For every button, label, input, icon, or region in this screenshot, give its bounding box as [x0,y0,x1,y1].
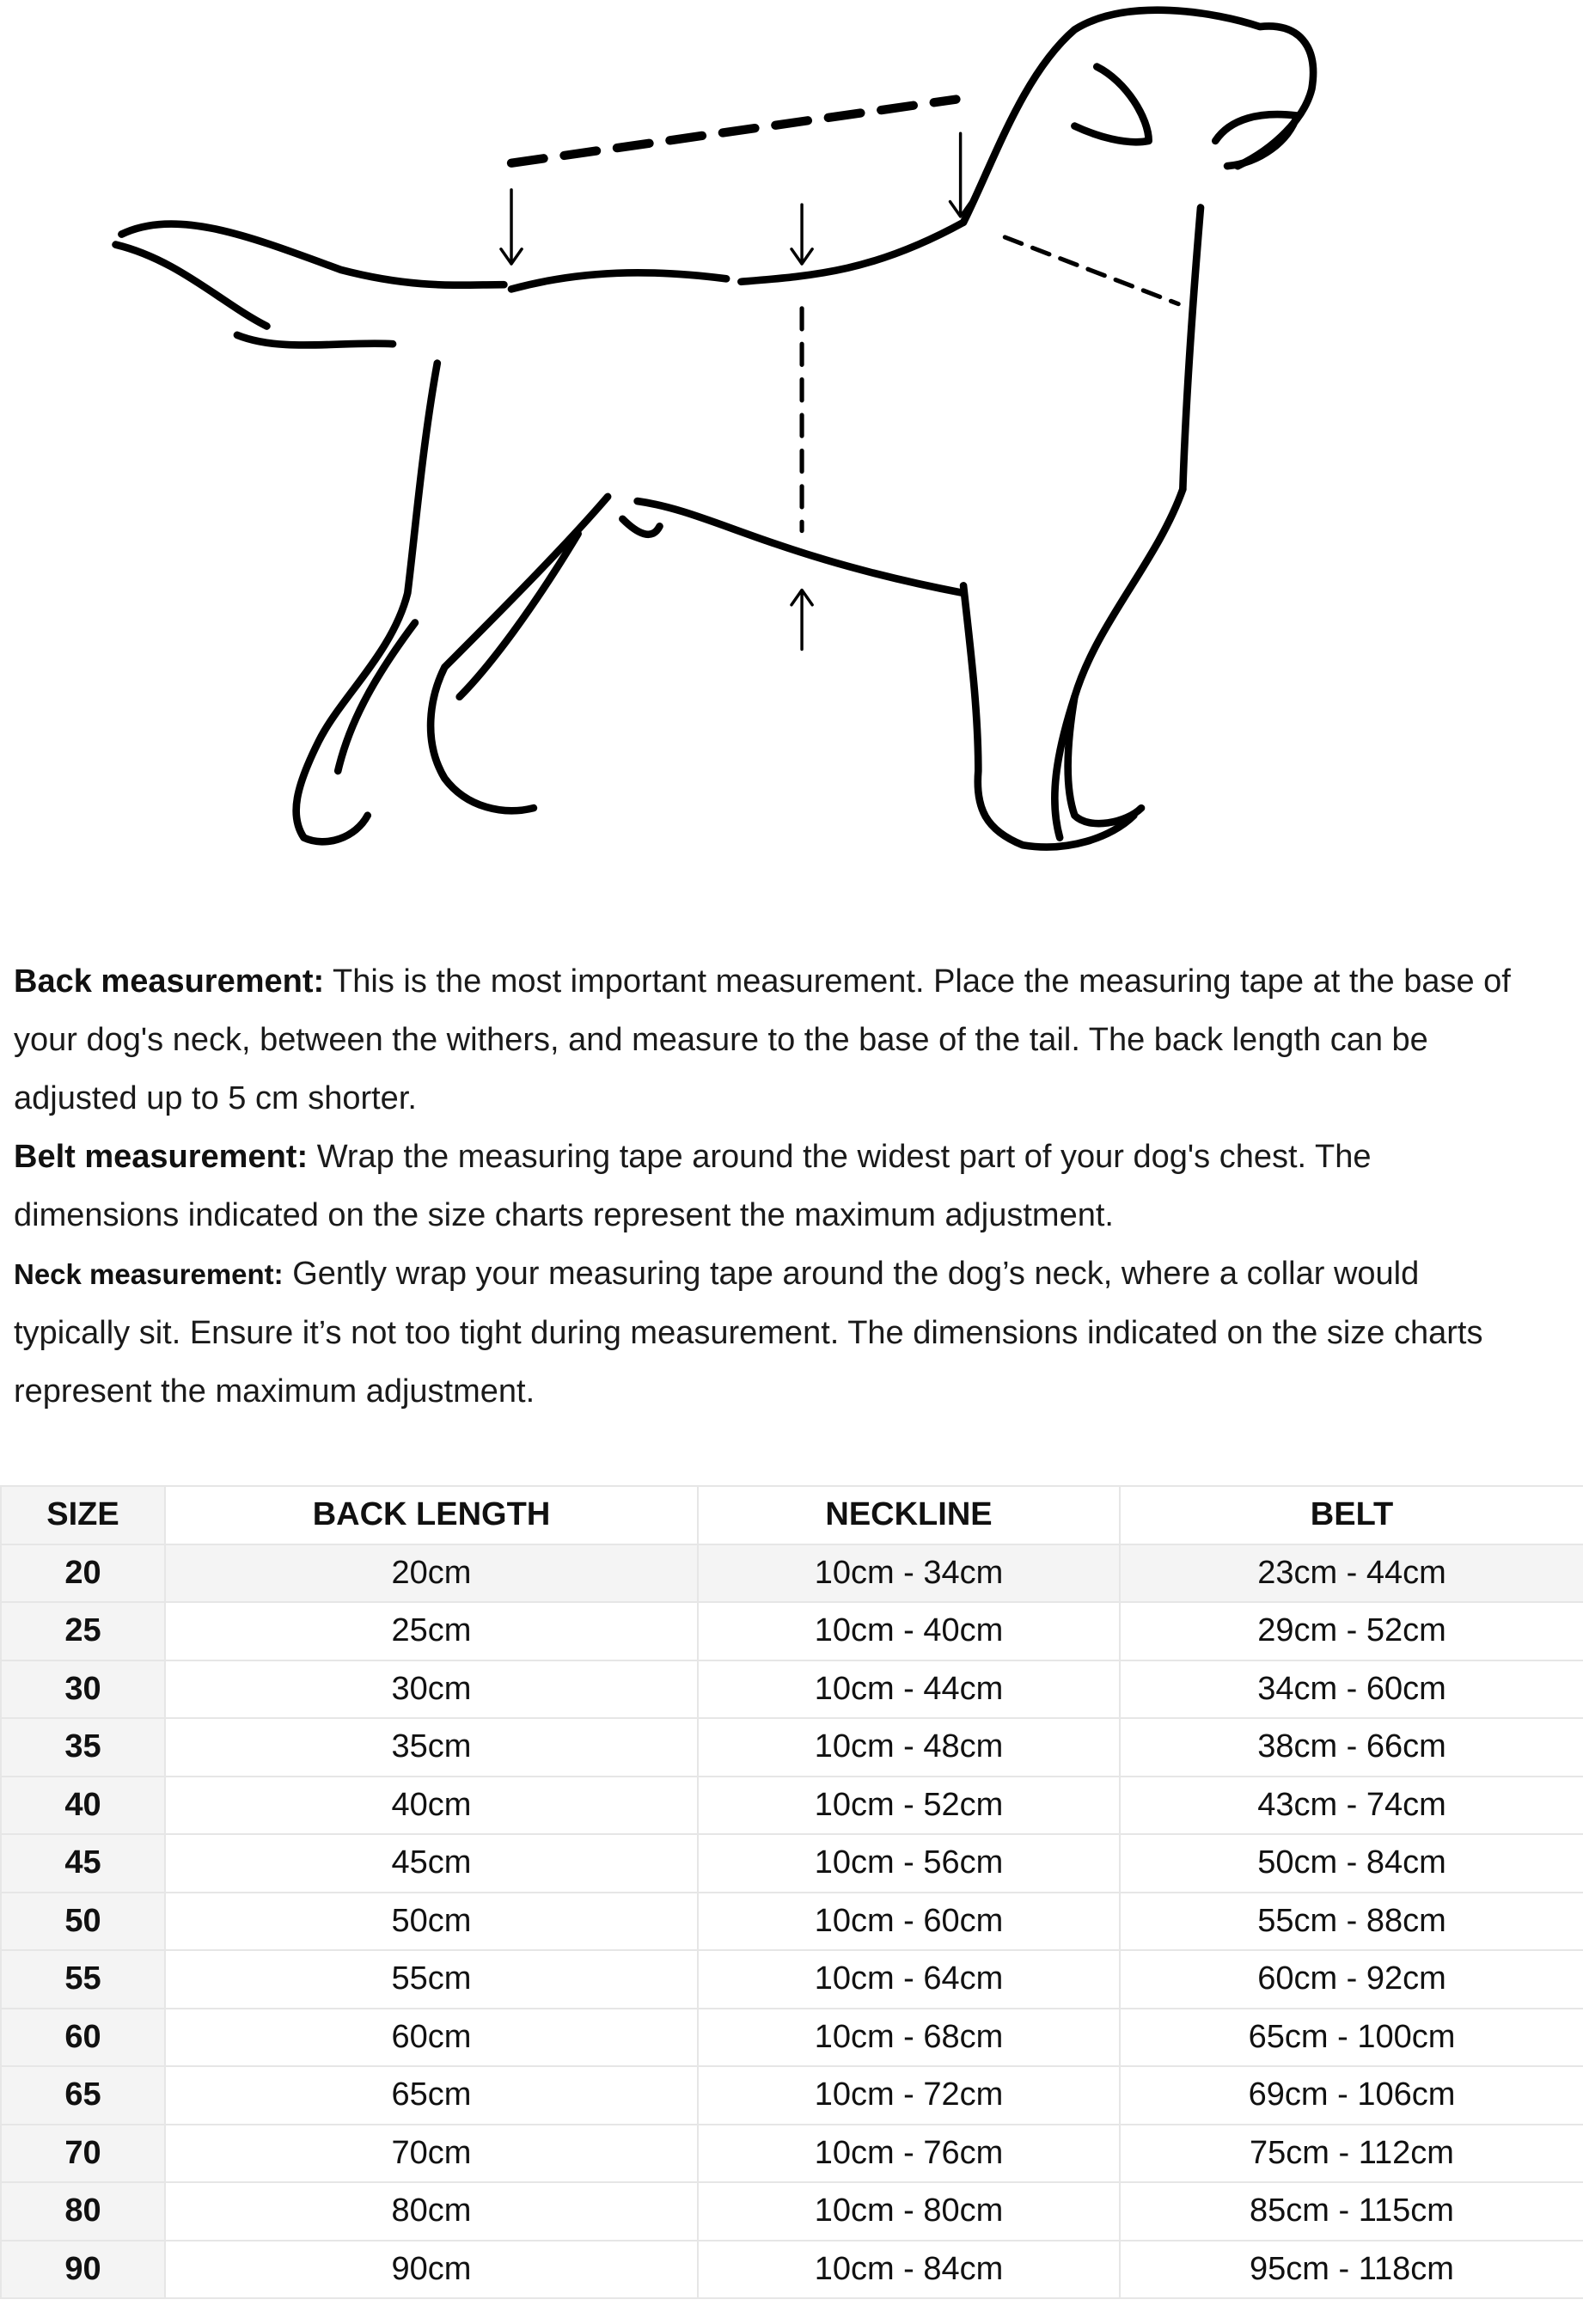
down-arrow-icon [499,131,973,266]
cell-back-length: 40cm [164,1775,699,1835]
cell-back-length: 70cm [164,2123,699,2183]
table-row: 80 80cm 10cm - 80cm 85cm - 115cm [0,2181,1583,2241]
table-row: 55 55cm 10cm - 64cm 60cm - 92cm [0,1949,1583,2009]
cell-size: 55 [0,1949,166,2009]
cell-belt: 43cm - 74cm [1119,1775,1583,1835]
cell-belt: 29cm - 52cm [1119,1601,1583,1661]
back-measurement-text: This is the most important measurement. … [14,963,1511,1116]
cell-size: 20 [0,1543,166,1603]
cell-size: 60 [0,2007,166,2067]
cell-neckline: 10cm - 48cm [697,1717,1121,1777]
cell-neckline: 10cm - 68cm [697,2007,1121,2067]
cell-neckline: 10cm - 84cm [697,2239,1121,2299]
table-row: 60 60cm 10cm - 68cm 65cm - 100cm [0,2007,1583,2067]
table-row: 70 70cm 10cm - 76cm 75cm - 112cm [0,2123,1583,2183]
cell-size: 50 [0,1891,166,1951]
table-row: 35 35cm 10cm - 48cm 38cm - 66cm [0,1717,1583,1777]
back-measurement-paragraph: Back measurement: This is the most impor… [14,952,1543,1128]
cell-back-length: 50cm [164,1891,699,1951]
size-chart-table: SIZE BACK LENGTH NECKLINE BELT 20 20cm 10c… [0,1485,1583,2299]
cell-size: 65 [0,2065,166,2125]
cell-back-length: 80cm [164,2181,699,2241]
table-header-row: SIZE BACK LENGTH NECKLINE BELT [0,1485,1583,1545]
cell-neckline: 10cm - 52cm [697,1775,1121,1835]
cell-neckline: 10cm - 64cm [697,1949,1121,2009]
belt-measurement-text: Wrap the measuring tape around the wides… [14,1139,1372,1233]
cell-belt: 50cm - 84cm [1119,1833,1583,1893]
header-belt: BELT [1119,1485,1583,1545]
cell-belt: 65cm - 100cm [1119,2007,1583,2067]
neck-measurement-paragraph: Neck measurement: Gently wrap your measu… [14,1245,1543,1421]
cell-back-length: 45cm [164,1833,699,1893]
cell-back-length: 55cm [164,1949,699,2009]
cell-belt: 69cm - 106cm [1119,2065,1583,2125]
cell-back-length: 65cm [164,2065,699,2125]
cell-size: 30 [0,1659,166,1719]
cell-belt: 23cm - 44cm [1119,1543,1583,1603]
cell-size: 80 [0,2181,166,2241]
cell-belt: 55cm - 88cm [1119,1891,1583,1951]
table-row: 65 65cm 10cm - 72cm 69cm - 106cm [0,2065,1583,2125]
header-back-length: BACK LENGTH [164,1485,699,1545]
header-neckline: NECKLINE [697,1485,1121,1545]
cell-size: 70 [0,2123,166,2183]
belt-measurement-label: Belt measurement: [14,1139,309,1175]
cell-belt: 85cm - 115cm [1119,2181,1583,2241]
up-arrow-icon [790,588,814,651]
cell-belt: 38cm - 66cm [1119,1717,1583,1777]
header-size: SIZE [0,1485,166,1545]
cell-back-length: 60cm [164,2007,699,2067]
cell-belt: 95cm - 118cm [1119,2239,1583,2299]
cell-back-length: 25cm [164,1601,699,1661]
table-row: 30 30cm 10cm - 44cm 34cm - 60cm [0,1659,1583,1719]
dog-outline [112,6,1317,851]
table-row: 90 90cm 10cm - 84cm 95cm - 118cm [0,2239,1583,2299]
cell-neckline: 10cm - 56cm [697,1833,1121,1893]
table-row: 40 40cm 10cm - 52cm 43cm - 74cm [0,1775,1583,1835]
cell-back-length: 20cm [164,1543,699,1603]
back-length-dashed-line [506,95,961,168]
neck-measurement-text: Gently wrap your measuring tape around t… [14,1256,1483,1410]
cell-belt: 34cm - 60cm [1119,1659,1583,1719]
cell-neckline: 10cm - 60cm [697,1891,1121,1951]
cell-size: 35 [0,1717,166,1777]
cell-back-length: 30cm [164,1659,699,1719]
dog-measurement-illustration [112,6,1317,851]
cell-back-length: 90cm [164,2239,699,2299]
cell-neckline: 10cm - 76cm [697,2123,1121,2183]
cell-size: 40 [0,1775,166,1835]
cell-size: 90 [0,2239,166,2299]
cell-size: 25 [0,1601,166,1661]
cell-neckline: 10cm - 40cm [697,1601,1121,1661]
neck-measurement-label: Neck measurement: [14,1258,284,1290]
cell-neckline: 10cm - 34cm [697,1543,1121,1603]
belt-measurement-paragraph: Belt measurement: Wrap the measuring tap… [14,1128,1543,1245]
cell-back-length: 35cm [164,1717,699,1777]
cell-size: 45 [0,1833,166,1893]
table-row: 50 50cm 10cm - 60cm 55cm - 88cm [0,1891,1583,1951]
cell-neckline: 10cm - 80cm [697,2181,1121,2241]
table-row: 20 20cm 10cm - 34cm 23cm - 44cm [0,1543,1583,1603]
neck-dashed-line [1002,235,1181,307]
table-row: 45 45cm 10cm - 56cm 50cm - 84cm [0,1833,1583,1893]
cell-neckline: 10cm - 72cm [697,2065,1121,2125]
cell-belt: 60cm - 92cm [1119,1949,1583,2009]
cell-belt: 75cm - 112cm [1119,2123,1583,2183]
cell-neckline: 10cm - 44cm [697,1659,1121,1719]
back-measurement-label: Back measurement: [14,963,325,1000]
table-row: 25 25cm 10cm - 40cm 29cm - 52cm [0,1601,1583,1661]
measurement-instructions: Back measurement: This is the most impor… [14,952,1543,1421]
